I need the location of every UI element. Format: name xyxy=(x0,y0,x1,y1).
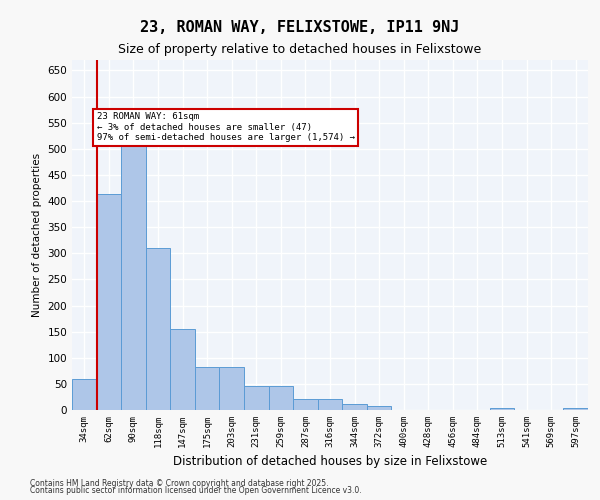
Bar xyxy=(195,367,220,410)
Bar xyxy=(342,404,367,410)
Bar xyxy=(220,367,244,410)
Text: Size of property relative to detached houses in Felixstowe: Size of property relative to detached ho… xyxy=(118,42,482,56)
Bar xyxy=(170,329,195,410)
Bar xyxy=(318,398,342,410)
Bar xyxy=(293,398,318,410)
Text: 23, ROMAN WAY, FELIXSTOWE, IP11 9NJ: 23, ROMAN WAY, FELIXSTOWE, IP11 9NJ xyxy=(140,20,460,35)
Bar xyxy=(121,146,146,410)
Bar xyxy=(269,386,293,410)
Text: Contains public sector information licensed under the Open Government Licence v3: Contains public sector information licen… xyxy=(30,486,362,495)
Bar xyxy=(244,386,269,410)
X-axis label: Distribution of detached houses by size in Felixstowe: Distribution of detached houses by size … xyxy=(173,456,487,468)
Bar xyxy=(72,378,97,410)
Bar xyxy=(490,408,514,410)
Y-axis label: Number of detached properties: Number of detached properties xyxy=(32,153,42,317)
Bar xyxy=(146,248,170,410)
Bar xyxy=(367,406,391,410)
Bar xyxy=(97,194,121,410)
Text: Contains HM Land Registry data © Crown copyright and database right 2025.: Contains HM Land Registry data © Crown c… xyxy=(30,478,329,488)
Text: 23 ROMAN WAY: 61sqm
← 3% of detached houses are smaller (47)
97% of semi-detache: 23 ROMAN WAY: 61sqm ← 3% of detached hou… xyxy=(97,112,355,142)
Bar xyxy=(563,408,588,410)
